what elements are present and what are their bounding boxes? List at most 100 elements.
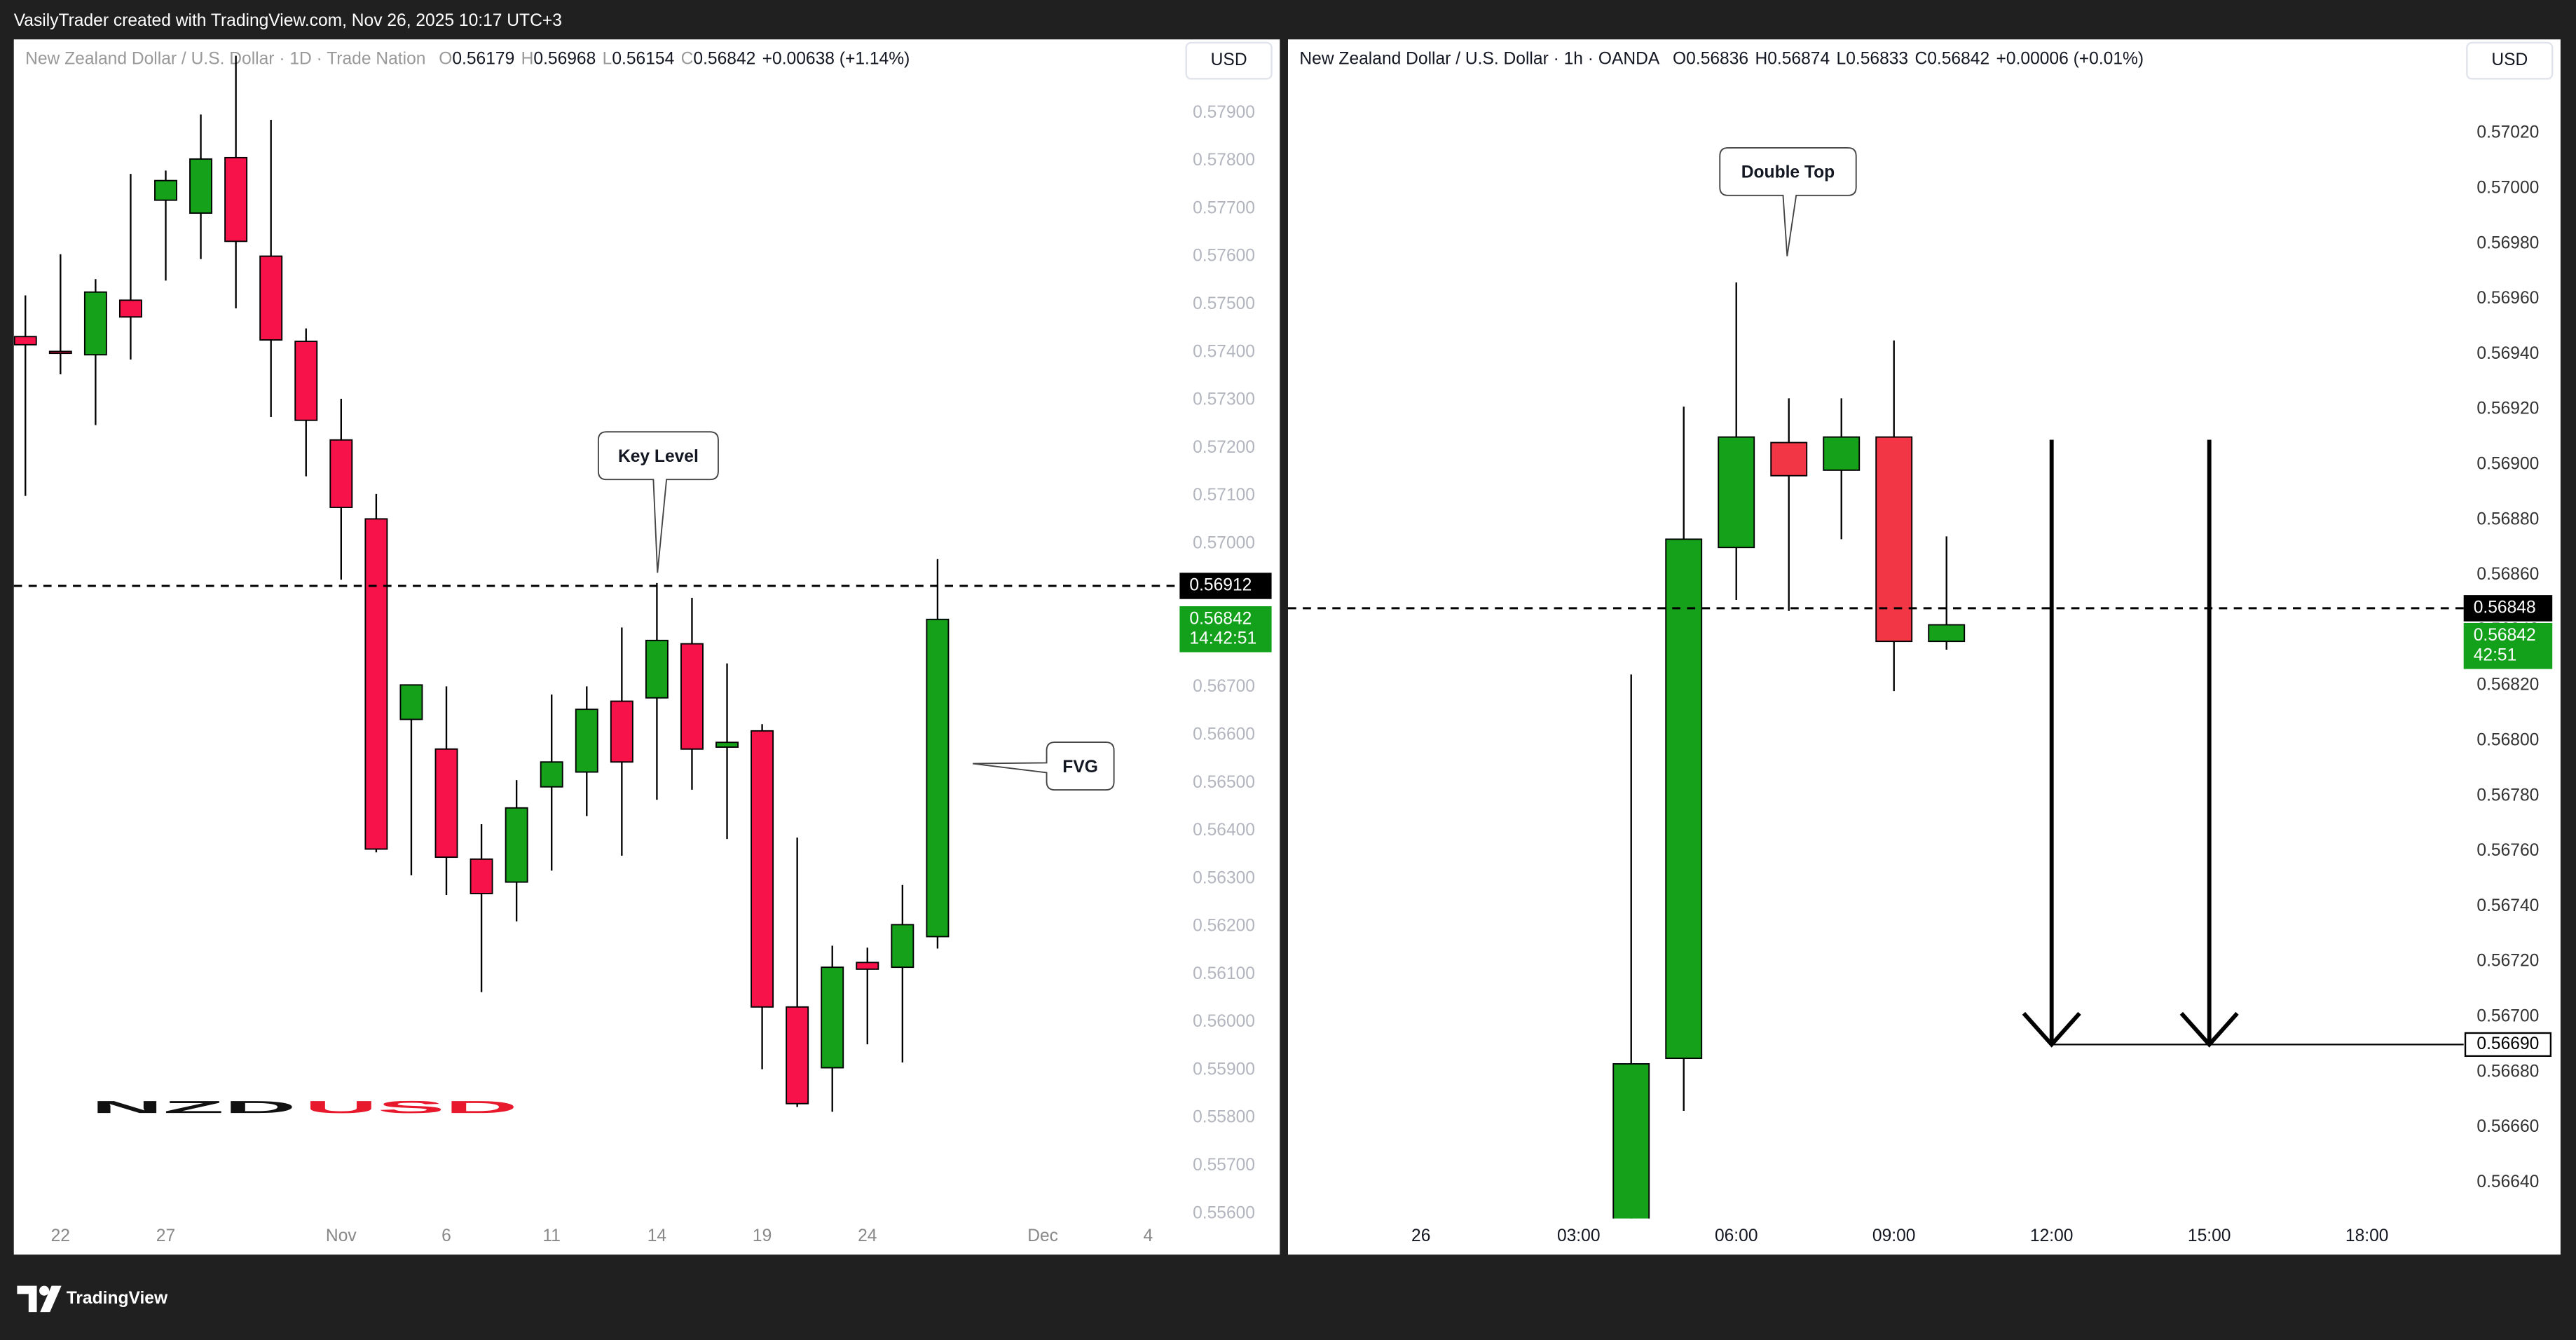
y-tick-label: 0.56980 bbox=[2476, 233, 2539, 252]
candle-body bbox=[540, 761, 563, 788]
y-tick-label: 0.55600 bbox=[1193, 1203, 1255, 1222]
y-tick-label: 0.57000 bbox=[1193, 533, 1255, 552]
callout-text: FVG bbox=[1062, 758, 1098, 777]
callout bbox=[1719, 146, 1857, 257]
currency: USD bbox=[2491, 50, 2528, 69]
currency-box bbox=[2466, 41, 2554, 80]
x-tick-label: 18:00 bbox=[2345, 1226, 2389, 1245]
candle-body bbox=[434, 748, 458, 859]
x-tick-label: 15:00 bbox=[2188, 1226, 2231, 1245]
candle-body bbox=[505, 807, 528, 883]
y-tick-label: 0.56820 bbox=[2476, 676, 2539, 695]
candle-body bbox=[926, 618, 950, 938]
candle-body bbox=[610, 700, 633, 763]
y-tick-label: 0.56100 bbox=[1193, 964, 1255, 983]
ohlc-label: C bbox=[1914, 49, 1927, 68]
y-tick-label: 0.56860 bbox=[2476, 565, 2539, 584]
last-price-box bbox=[1179, 606, 1272, 652]
ohlc-label: O bbox=[1673, 49, 1686, 68]
x-tick-label: 19 bbox=[753, 1226, 772, 1245]
currency-box bbox=[1185, 41, 1273, 80]
candle-body bbox=[575, 709, 598, 773]
x-tick-label: 11 bbox=[542, 1226, 561, 1245]
y-tick-label: 0.56760 bbox=[2476, 841, 2539, 860]
change: +0.00638 (+1.14%) bbox=[762, 49, 910, 68]
y-tick-label: 0.57900 bbox=[1193, 103, 1255, 122]
x-tick-label: 22 bbox=[51, 1226, 70, 1245]
candle-body bbox=[1823, 436, 1861, 471]
countdown: 14:42:51 bbox=[1189, 629, 1256, 648]
watermark: NZD bbox=[91, 1098, 296, 1117]
level-box bbox=[1179, 573, 1272, 599]
ohlc-value: 0.56874 bbox=[1767, 49, 1830, 68]
chart-header: New Zealand Dollar / U.S. Dollar · 1D · … bbox=[25, 49, 910, 68]
ohlc-value: 0.56833 bbox=[1846, 49, 1908, 68]
ohlc-value: 0.56968 bbox=[533, 49, 596, 68]
x-tick-label: 4 bbox=[1143, 1226, 1153, 1245]
y-tick-label: 0.57300 bbox=[1193, 390, 1255, 409]
y-tick-label: 0.56700 bbox=[1193, 677, 1255, 696]
chart: 0.56640 0.56660 0.56680 0.56700 0.56720 0.567… bbox=[1287, 41, 2554, 1245]
x-tick-label: 09:00 bbox=[1872, 1226, 1916, 1245]
y-tick-label: 0.56700 bbox=[2476, 1006, 2539, 1025]
candle-body bbox=[329, 439, 353, 508]
y-tick-label: 0.57500 bbox=[1193, 294, 1255, 313]
y-tick-label: 0.57100 bbox=[1193, 486, 1255, 505]
candle-body bbox=[294, 341, 318, 421]
x-tick-label: 6 bbox=[441, 1226, 451, 1245]
x-tick-label: 27 bbox=[156, 1226, 175, 1245]
x-tick-label: 03:00 bbox=[1557, 1226, 1601, 1245]
y-tick-label: 0.56900 bbox=[2476, 454, 2539, 473]
level-label: 0.56912 bbox=[1189, 575, 1252, 594]
ohlc-value: 0.56842 bbox=[1927, 49, 1989, 68]
ohlc-value: 0.56836 bbox=[1686, 49, 1748, 68]
ohlc-value: 0.56842 bbox=[693, 49, 755, 68]
candle-body bbox=[118, 299, 142, 318]
x-tick-label: Nov bbox=[326, 1226, 357, 1245]
y-tick-label: 0.56940 bbox=[2476, 344, 2539, 363]
callout bbox=[973, 741, 1115, 791]
ohlc-label: H bbox=[1755, 49, 1767, 68]
y-tick-label: 0.56680 bbox=[2476, 1062, 2539, 1081]
panel bbox=[1288, 39, 2561, 1255]
y-tick-label: 0.56780 bbox=[2476, 786, 2539, 805]
y-tick-label: 0.56300 bbox=[1193, 868, 1255, 887]
arrow-head bbox=[2022, 1011, 2081, 1048]
chart-title: New Zealand Dollar / U.S. Dollar · 1h · … bbox=[1299, 49, 1659, 68]
x-tick-label: 24 bbox=[858, 1226, 877, 1245]
y-tick-label: 0.56640 bbox=[2476, 1172, 2539, 1191]
change: +0.00006 (+0.01%) bbox=[1996, 49, 2144, 68]
x-tick-label: 14 bbox=[648, 1226, 666, 1245]
y-tick-label: 0.56740 bbox=[2476, 896, 2539, 915]
candle-body bbox=[48, 350, 72, 355]
candle-body bbox=[856, 962, 879, 970]
ohlc-label: L bbox=[603, 49, 612, 68]
ohlc-value: 0.56179 bbox=[452, 49, 514, 68]
candle-body bbox=[13, 336, 37, 346]
candle-body bbox=[470, 858, 493, 894]
y-tick-label: 0.57000 bbox=[2476, 178, 2539, 197]
candle-body bbox=[189, 158, 213, 214]
y-tick-label: 0.56920 bbox=[2476, 399, 2539, 418]
level-label: 0.56848 bbox=[2474, 598, 2536, 617]
candle-body bbox=[680, 643, 704, 750]
candle-body bbox=[715, 741, 739, 748]
chart: 0.55600 0.55700 0.55800 0.55900 0.56000 0.561… bbox=[13, 41, 1273, 1245]
y-tick-label: 0.56400 bbox=[1193, 821, 1255, 840]
watermark: USD bbox=[304, 1098, 518, 1117]
y-tick-label: 0.57020 bbox=[2476, 123, 2539, 142]
candle-body bbox=[1928, 624, 1966, 643]
candle-body bbox=[83, 291, 107, 356]
candles bbox=[13, 55, 950, 1112]
x-tick-label: 12:00 bbox=[2030, 1226, 2074, 1245]
candle-body bbox=[154, 179, 177, 201]
candle-body bbox=[399, 684, 423, 720]
y-tick-label: 0.56720 bbox=[2476, 952, 2539, 971]
y-tick-label: 0.56800 bbox=[2476, 730, 2539, 749]
x-tick-label: 06:00 bbox=[1715, 1226, 1758, 1245]
brand-logo bbox=[17, 1285, 62, 1313]
y-tick-label: 0.55800 bbox=[1193, 1108, 1255, 1127]
y-tick-label: 0.56600 bbox=[1193, 725, 1255, 744]
y-tick-label: 0.55700 bbox=[1193, 1156, 1255, 1175]
level-box bbox=[2463, 595, 2553, 622]
